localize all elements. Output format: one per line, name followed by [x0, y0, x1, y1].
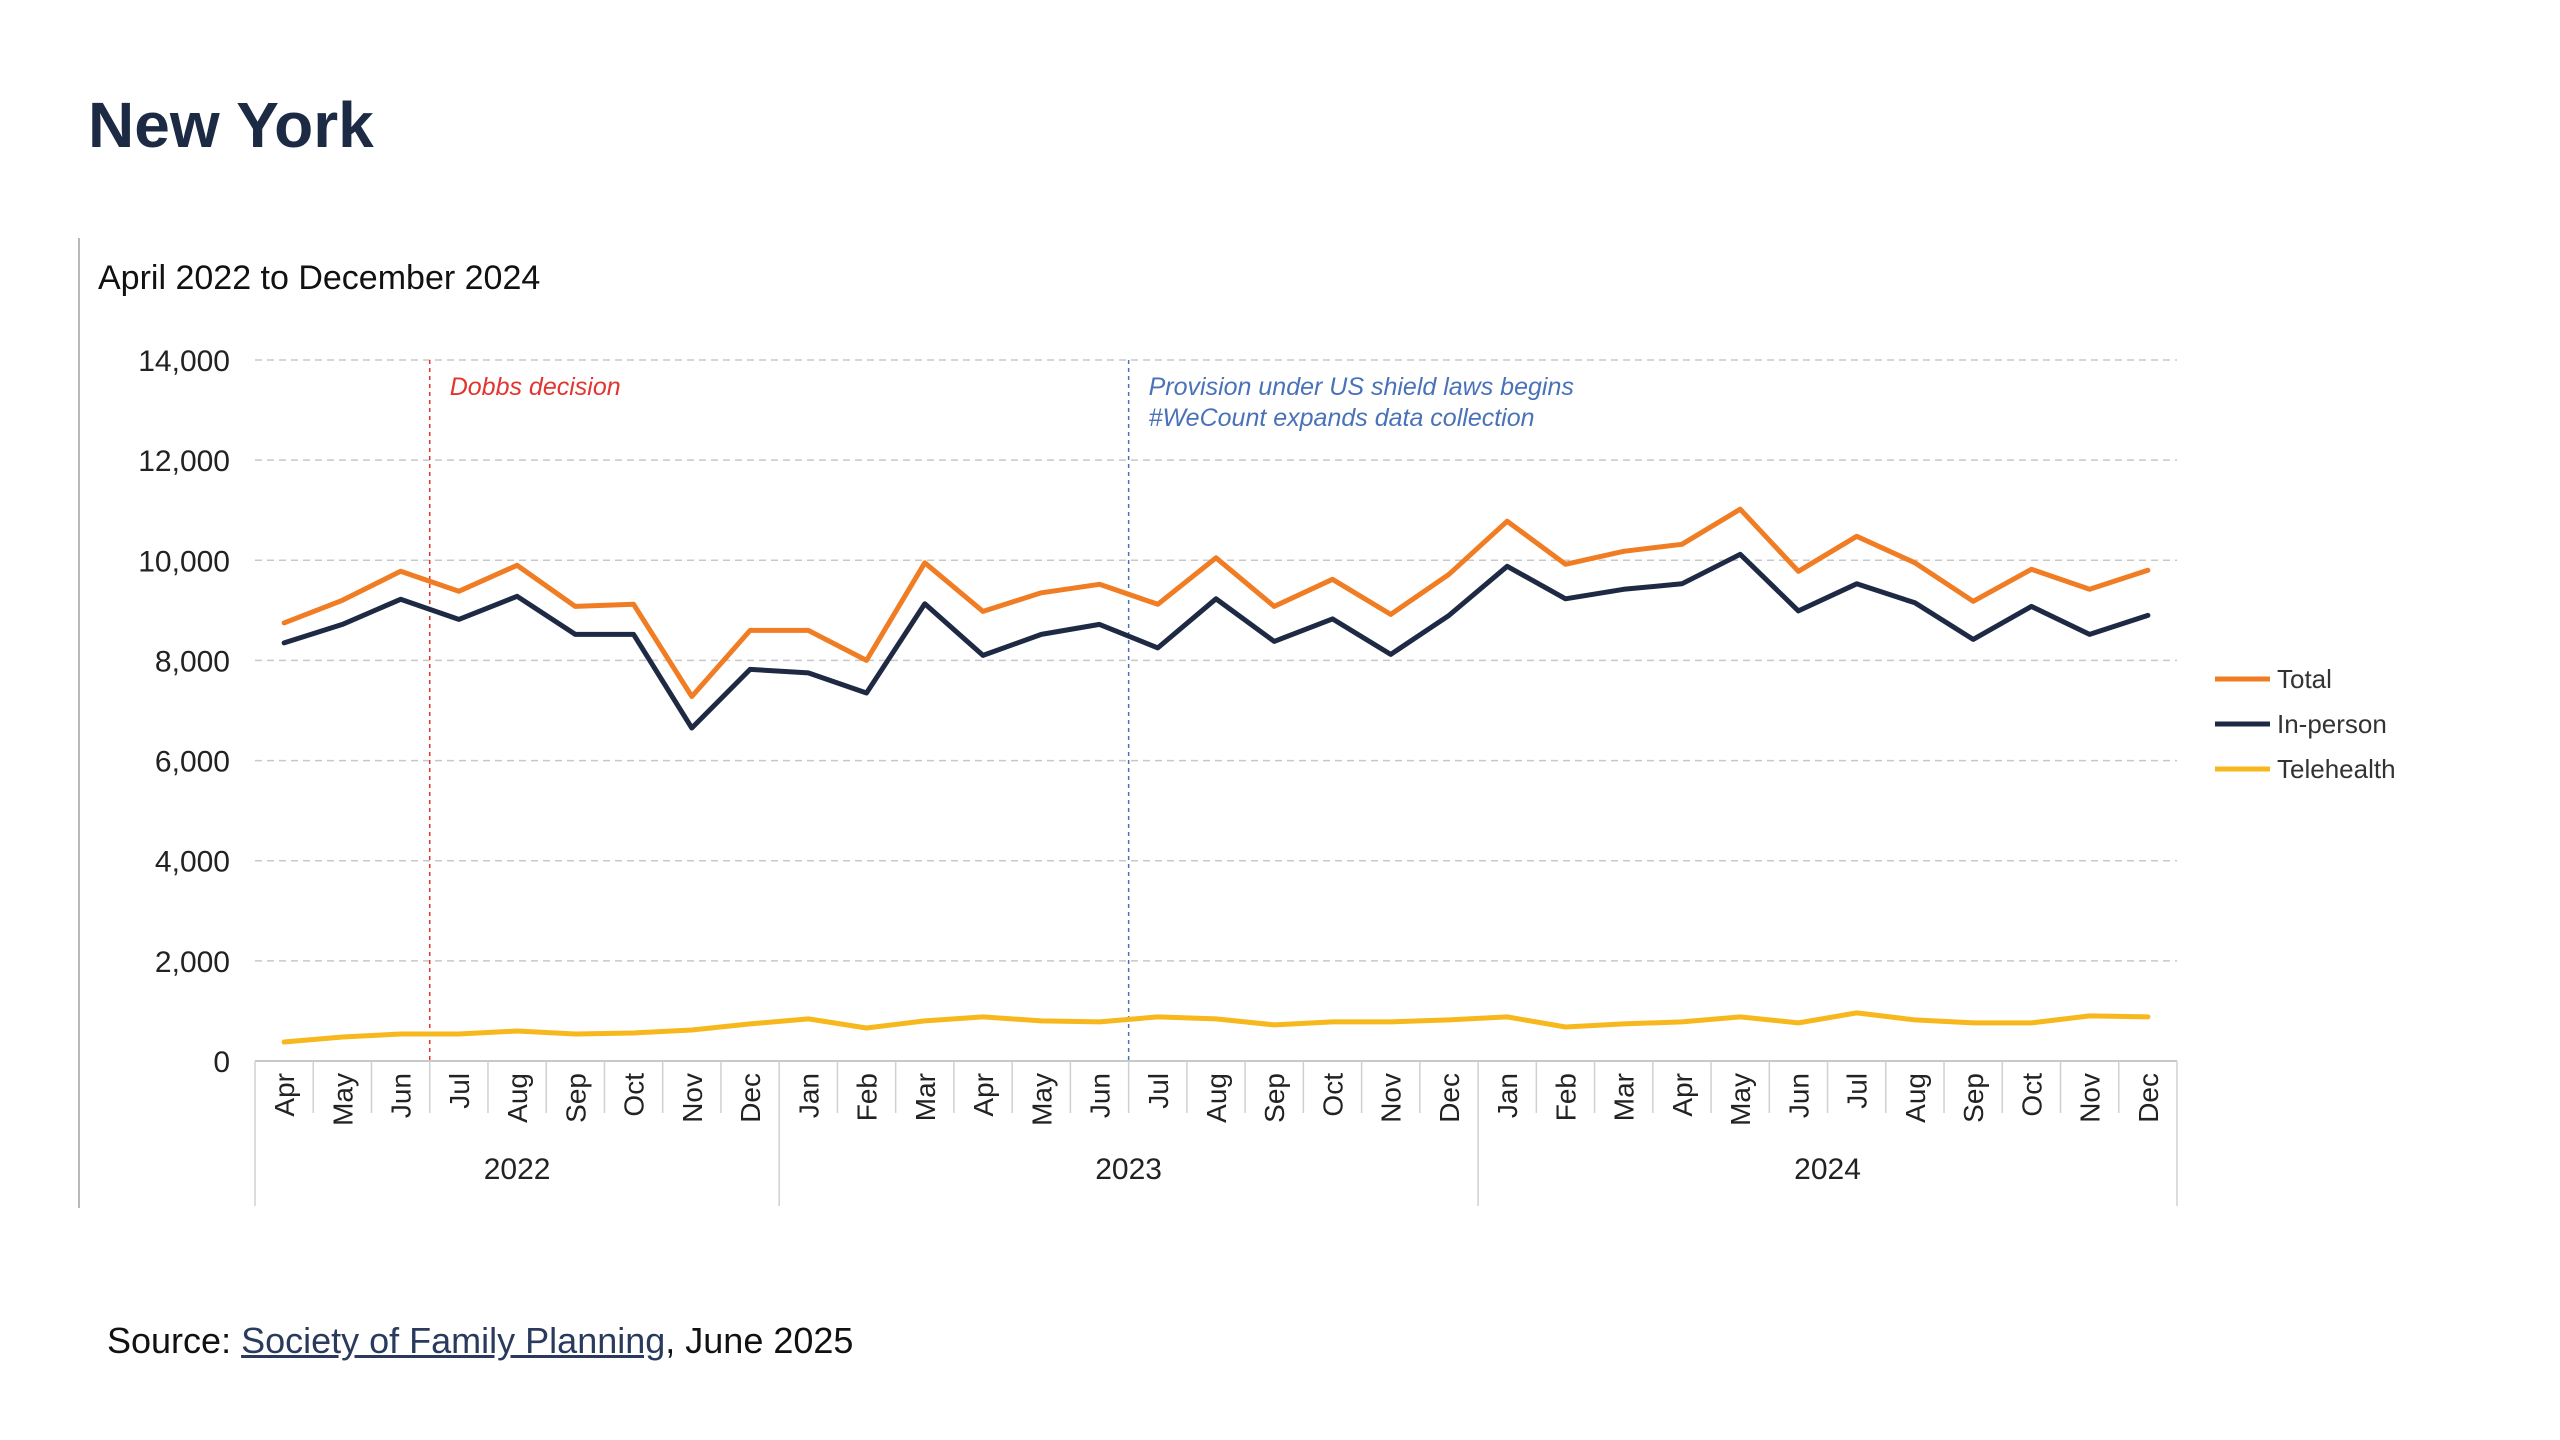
x-tick-label: Sep [1259, 1073, 1290, 1123]
x-tick-label: Apr [269, 1073, 300, 1117]
annotation-text: Provision under US shield laws begins [1149, 373, 1574, 401]
x-tick-label: Nov [677, 1073, 708, 1123]
y-tick-label: 14,000 [138, 345, 230, 378]
y-tick-label: 6,000 [155, 746, 230, 779]
year-group-label: 2022 [484, 1153, 551, 1186]
x-tick-label: Jul [1842, 1073, 1873, 1109]
source-prefix: Source: [107, 1320, 242, 1361]
x-tick-label: Jul [1143, 1073, 1174, 1109]
x-tick-label: Oct [619, 1073, 650, 1117]
y-tick-label: 8,000 [155, 645, 230, 678]
x-tick-label: Jan [793, 1073, 824, 1118]
y-axis: 0 2,000 4,000 6,000 8,000 10,000 12,000 14,000 [138, 345, 230, 1079]
y-tick-label: 12,000 [138, 445, 230, 478]
legend-label: Total [2277, 664, 2332, 694]
x-tick-label: Mar [1609, 1073, 1640, 1121]
year-group-label: 2023 [1095, 1153, 1162, 1186]
x-tick-label: Feb [1550, 1073, 1581, 1121]
annotation-text: #WeCount expands data collection [1149, 404, 1535, 432]
x-tick-label: Jun [386, 1073, 417, 1118]
x-tick-label: Dec [2133, 1073, 2164, 1123]
x-tick-label: Dec [1434, 1073, 1465, 1123]
source-suffix: , June 2025 [665, 1320, 854, 1361]
x-tick-label: Oct [1317, 1073, 1348, 1117]
x-tick-label: May [1725, 1073, 1756, 1126]
y-tick-label: 4,000 [155, 846, 230, 879]
x-tick-label: May [1026, 1073, 1057, 1126]
y-tick-label: 2,000 [155, 946, 230, 979]
x-tick-label: Jan [1492, 1073, 1523, 1118]
x-tick-label: Apr [968, 1073, 999, 1117]
x-tick-label: Aug [502, 1073, 533, 1123]
annotation-text: Dobbs decision [450, 373, 621, 401]
x-tick-label: Jun [1783, 1073, 1814, 1118]
x-tick-label: Nov [1376, 1073, 1407, 1123]
page-title: New York [88, 89, 374, 161]
x-axis: Apr May Jun Jul Aug Sep Oct Nov Dec Jan Feb Mar Apr M… [254, 1060, 2178, 1206]
x-tick-label: May [327, 1073, 358, 1126]
x-tick-label: Aug [1900, 1073, 1931, 1123]
x-tick-label: Sep [1958, 1073, 1989, 1123]
x-tick-label: Sep [560, 1073, 591, 1123]
chart-subtitle: April 2022 to December 2024 [98, 259, 540, 297]
x-tick-label: Aug [1201, 1073, 1232, 1123]
series-line-total [281, 506, 2151, 699]
legend-label: In-person [2277, 709, 2387, 739]
source-link[interactable]: Society of Family Planning [241, 1320, 666, 1361]
annotations: Dobbs decision Provision under US shield … [428, 360, 1574, 1061]
y-tick-label: 10,000 [138, 545, 230, 578]
series-line-in-person [281, 551, 2151, 731]
series-line-telehealth [281, 1010, 2151, 1045]
x-tick-label: Nov [2075, 1073, 2106, 1123]
x-tick-label: Dec [735, 1073, 766, 1123]
x-tick-label: Jul [444, 1073, 475, 1109]
x-tick-label: Feb [852, 1073, 883, 1121]
x-tick-label: Oct [2016, 1073, 2047, 1117]
legend: Total In-person Telehealth [2215, 664, 2396, 784]
line-chart: April 2022 to December 2024 Dobbs decisi… [98, 259, 2396, 1206]
series-lines [281, 506, 2151, 1045]
x-tick-label: Mar [910, 1073, 941, 1121]
chart-frame: April 2022 to December 2024 Dobbs decisi… [78, 238, 2520, 1208]
year-group-label: 2024 [1794, 1153, 1861, 1186]
x-tick-label: Apr [1667, 1073, 1698, 1117]
y-tick-label: 0 [213, 1046, 230, 1079]
source-line: Source: Society of Family Planning, June… [107, 1320, 853, 1362]
legend-label: Telehealth [2277, 754, 2396, 784]
x-tick-label: Jun [1085, 1073, 1116, 1118]
grid-lines [255, 359, 2177, 962]
